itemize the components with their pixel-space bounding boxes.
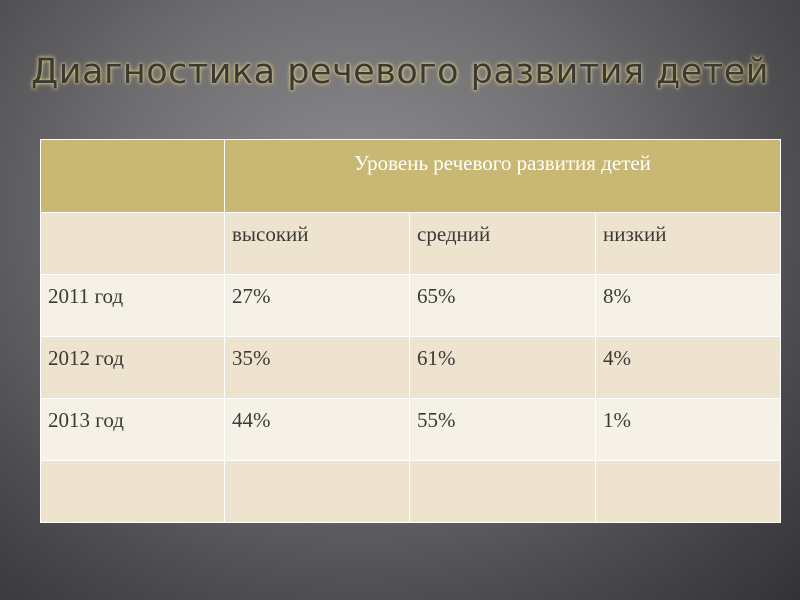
value-cell: 27%: [224, 274, 410, 337]
levels-empty-cell: [40, 212, 225, 275]
table-row: 2012 год 35% 61% 4%: [40, 336, 782, 399]
value-cell: 65%: [409, 274, 596, 337]
header-caption: Уровень речевого развития детей: [223, 139, 782, 213]
value-cell: 1%: [594, 398, 782, 461]
value-cell: 8%: [594, 274, 782, 337]
levels-row: высокий средний низкий: [40, 212, 782, 275]
empty-cell: [409, 460, 596, 523]
empty-cell: [40, 460, 225, 523]
table-header-row: Уровень речевого развития детей: [40, 139, 782, 213]
value-cell: 61%: [409, 336, 596, 399]
table-row: 2011 год 27% 65% 8%: [40, 274, 782, 337]
header-empty-cell: [40, 139, 225, 213]
level-low: низкий: [594, 212, 782, 275]
value-cell: 35%: [224, 336, 410, 399]
level-high: высокий: [224, 212, 410, 275]
empty-row: [40, 460, 782, 523]
empty-cell: [224, 460, 410, 523]
value-cell: 55%: [409, 398, 596, 461]
year-cell: 2011 год: [40, 274, 225, 337]
level-medium: средний: [409, 212, 596, 275]
value-cell: 44%: [224, 398, 410, 461]
empty-cell: [594, 460, 782, 523]
year-cell: 2012 год: [40, 336, 225, 399]
table-row: 2013 год 44% 55% 1%: [40, 398, 782, 461]
value-cell: 4%: [594, 336, 782, 399]
slide-title: Диагностика речевого развития детей: [30, 52, 770, 92]
year-cell: 2013 год: [40, 398, 225, 461]
speech-development-table: Уровень речевого развития детей высокий …: [40, 139, 782, 523]
